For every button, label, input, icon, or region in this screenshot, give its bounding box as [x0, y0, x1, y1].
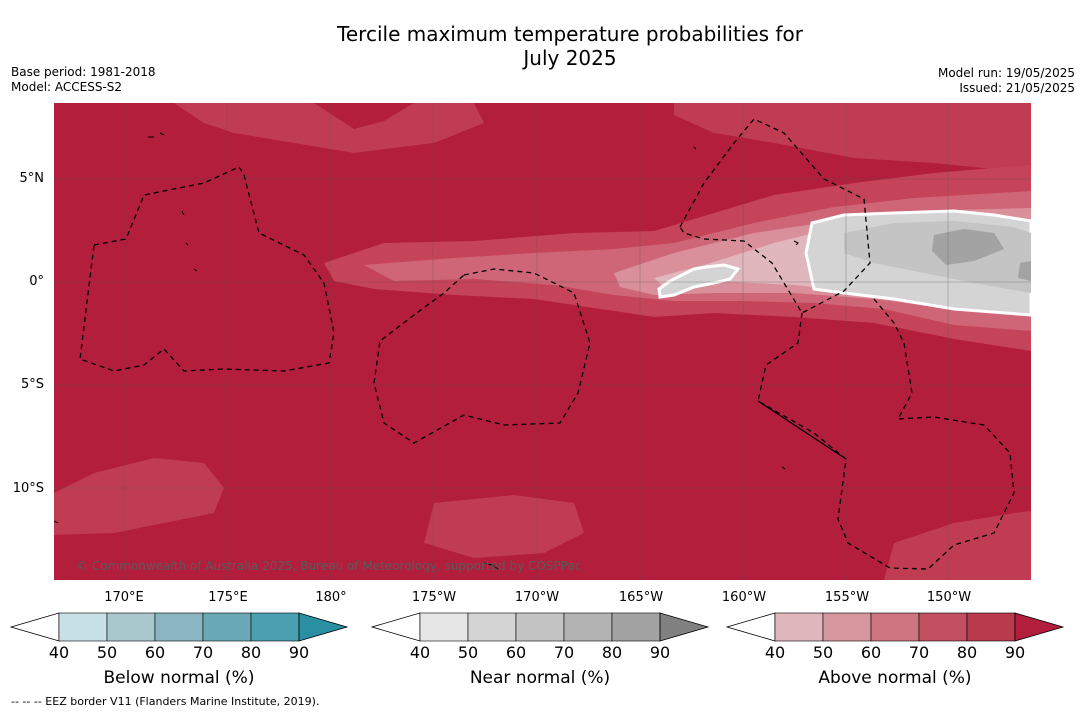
probability-map[interactable]: © Commonwealth of Australia 2025, Bureau… — [54, 103, 1031, 580]
contour-region-south — [54, 458, 224, 535]
eez-border-tokelau — [373, 268, 591, 444]
colorbar-max-extend — [659, 612, 710, 642]
near-normal-patch-central — [657, 263, 741, 299]
colorbar-min-extend — [371, 612, 421, 642]
colorbar-segment — [515, 612, 565, 642]
colorbar-segment — [563, 612, 613, 642]
eez-border-cook — [757, 298, 1015, 570]
tick-label: 60 — [144, 643, 166, 662]
tick-label: 90 — [1004, 643, 1026, 662]
near-normal-patch-dark2 — [1018, 261, 1031, 281]
colorbar-segment — [467, 612, 517, 642]
map-layers — [54, 103, 1031, 580]
colorbar-below-normal — [10, 612, 350, 644]
issued-date: Issued: 21/05/2025 — [959, 81, 1075, 95]
tick-label: 70 — [553, 643, 575, 662]
run-info: Model run: 19/05/2025 Issued: 21/05/2025 — [938, 66, 1075, 96]
model-run: Model run: 19/05/2025 — [937, 66, 1075, 80]
near-normal-patch-dark — [932, 229, 1004, 265]
colorbar-segment — [611, 612, 661, 642]
lat-label-10s: 10°S — [12, 481, 44, 496]
colorbar-segment — [154, 612, 204, 642]
colorbar-segment — [202, 612, 252, 642]
tick-label: 70 — [192, 643, 214, 662]
base-period: Base period: 1981-2018 — [11, 65, 156, 79]
colorbar-above-svg — [726, 612, 1065, 642]
grid-lines — [54, 103, 1031, 580]
lon-label-160w: 160°W — [721, 590, 767, 605]
lon-label-155w: 155°W — [824, 590, 870, 605]
colorbar-segment — [918, 612, 968, 642]
colorbar-min-extend — [726, 612, 776, 642]
colorbar-segment — [870, 612, 920, 642]
tick-label: 60 — [860, 643, 882, 662]
tick-label: 50 — [96, 643, 118, 662]
model-name: Model: ACCESS-S2 — [11, 80, 123, 94]
tick-label: 40 — [48, 643, 70, 662]
title-line-2: July 2025 — [523, 46, 617, 70]
colorbar-above-label: Above normal (%) — [818, 668, 972, 688]
colorbar-below-label: Below normal (%) — [103, 668, 255, 688]
lat-label-0: 0° — [29, 274, 44, 289]
contour-region-north — [174, 103, 484, 153]
copyright-text: © Commonwealth of Australia 2025, Bureau… — [76, 559, 582, 573]
tick-label: 90 — [649, 643, 671, 662]
colorbar-above-normal — [726, 612, 1066, 644]
colorbar-below-svg — [10, 612, 349, 642]
colorbar-segment — [822, 612, 872, 642]
colorbar-max-extend — [1014, 612, 1065, 642]
colorbar-segment — [774, 612, 824, 642]
tick-label: 50 — [457, 643, 479, 662]
colorbar-segment — [250, 612, 300, 642]
lon-label-180: 180° — [315, 590, 347, 605]
island-outlines — [54, 132, 799, 570]
tick-label: 90 — [288, 643, 310, 662]
colorbar-near-normal — [371, 612, 711, 644]
colorbar-segment — [58, 612, 108, 642]
lon-label-165w: 165°W — [618, 590, 664, 605]
eez-border-solid — [757, 400, 847, 460]
colorbar-near-svg — [371, 612, 710, 642]
eez-border-line-islands — [679, 118, 871, 314]
colorbar-near-label: Near normal (%) — [469, 668, 611, 688]
tick-label: 60 — [505, 643, 527, 662]
colorbar-max-extend — [298, 612, 349, 642]
contour-region-south2 — [424, 495, 584, 558]
map-title: Tercile maximum temperature probabilitie… — [0, 22, 1085, 70]
colorbar-segment — [106, 612, 156, 642]
lon-label-170w: 170°W — [514, 590, 560, 605]
eez-borders — [79, 118, 1015, 570]
lon-label-170e: 170°E — [104, 590, 144, 605]
lon-label-175w: 175°W — [411, 590, 457, 605]
tick-label: 80 — [956, 643, 978, 662]
eez-border-tuvalu — [79, 166, 335, 372]
tick-label: 80 — [240, 643, 262, 662]
lon-label-150w: 150°W — [926, 590, 972, 605]
contour-region-se — [884, 511, 1031, 580]
tick-label: 80 — [601, 643, 623, 662]
lon-label-175e: 175°E — [208, 590, 248, 605]
contour-region-ne — [674, 103, 1031, 173]
colorbar-min-extend — [10, 612, 60, 642]
title-line-1: Tercile maximum temperature probabilitie… — [337, 22, 803, 46]
tick-label: 40 — [764, 643, 786, 662]
colorbar-segment — [419, 612, 469, 642]
eez-legend-note: -- -- -- EEZ border V11 (Flanders Marine… — [11, 695, 320, 708]
tick-label: 40 — [409, 643, 431, 662]
tick-label: 70 — [908, 643, 930, 662]
lat-label-5n: 5°N — [19, 171, 45, 186]
model-info: Base period: 1981-2018 Model: ACCESS-S2 — [11, 65, 156, 95]
lat-label-5s: 5°S — [20, 377, 44, 392]
colorbar-segment — [966, 612, 1016, 642]
tick-label: 50 — [812, 643, 834, 662]
